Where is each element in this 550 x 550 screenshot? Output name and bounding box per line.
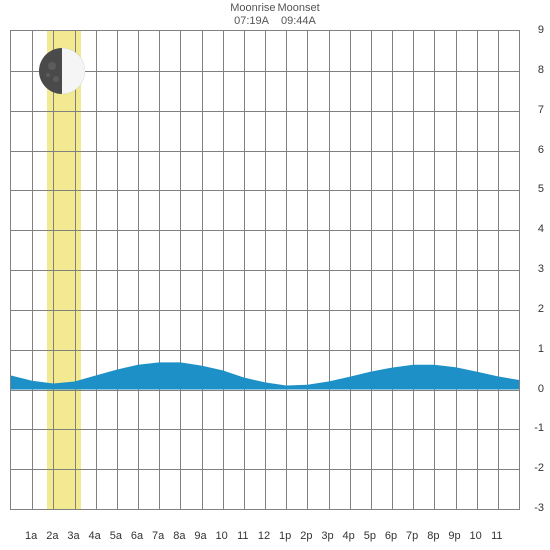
x-tick-label: 11 [237,530,248,542]
x-tick-label: 1p [279,530,291,542]
x-tick-label: 2p [300,530,312,542]
tide-chart-container: MoonriseMoonset 07:19A 09:44A -3-2-10123… [0,0,550,550]
y-tick-label: 5 [538,183,544,195]
x-tick-label: 6p [385,530,397,542]
x-tick-label: 5a [110,530,122,542]
moonset-label: Moonset [278,2,320,15]
moonrise-time: 07:19A [234,15,269,28]
y-tick-label: 6 [538,144,544,156]
y-tick-label: -3 [534,502,544,514]
x-tick-label: 10 [216,530,228,542]
x-tick-label: 3p [321,530,333,542]
x-tick-label: 5p [364,530,376,542]
x-tick-label: 9p [448,530,460,542]
y-tick-label: 3 [538,263,544,275]
tide-area [11,31,519,509]
x-tick-label: 6a [131,530,143,542]
y-tick-label: -1 [534,422,544,434]
y-tick-label: 0 [538,383,544,395]
y-tick-label: 1 [538,343,544,355]
x-tick-label: 10 [470,530,482,542]
y-tick-label: 9 [538,24,544,36]
x-tick-label: 7p [406,530,418,542]
moon-phase-icon [38,47,86,95]
y-tick-label: 7 [538,104,544,116]
y-tick-label: 8 [538,64,544,76]
chart-header: MoonriseMoonset 07:19A 09:44A [0,2,550,28]
x-tick-label: 3a [67,530,79,542]
x-tick-label: 7a [152,530,164,542]
x-tick-label: 11 [491,530,502,542]
x-tick-label: 8a [173,530,185,542]
moonset-time: 09:44A [281,15,316,28]
x-tick-label: 1a [25,530,37,542]
x-tick-label: 2a [46,530,58,542]
x-tick-label: 9a [194,530,206,542]
y-tick-label: -2 [534,462,544,474]
x-tick-label: 12 [258,530,270,542]
x-tick-label: 4p [343,530,355,542]
chart-plot-area [10,30,520,510]
x-tick-label: 4a [89,530,101,542]
x-tick-label: 8p [427,530,439,542]
y-tick-label: 2 [538,303,544,315]
y-tick-label: 4 [538,223,544,235]
moonrise-label: Moonrise [230,2,275,15]
